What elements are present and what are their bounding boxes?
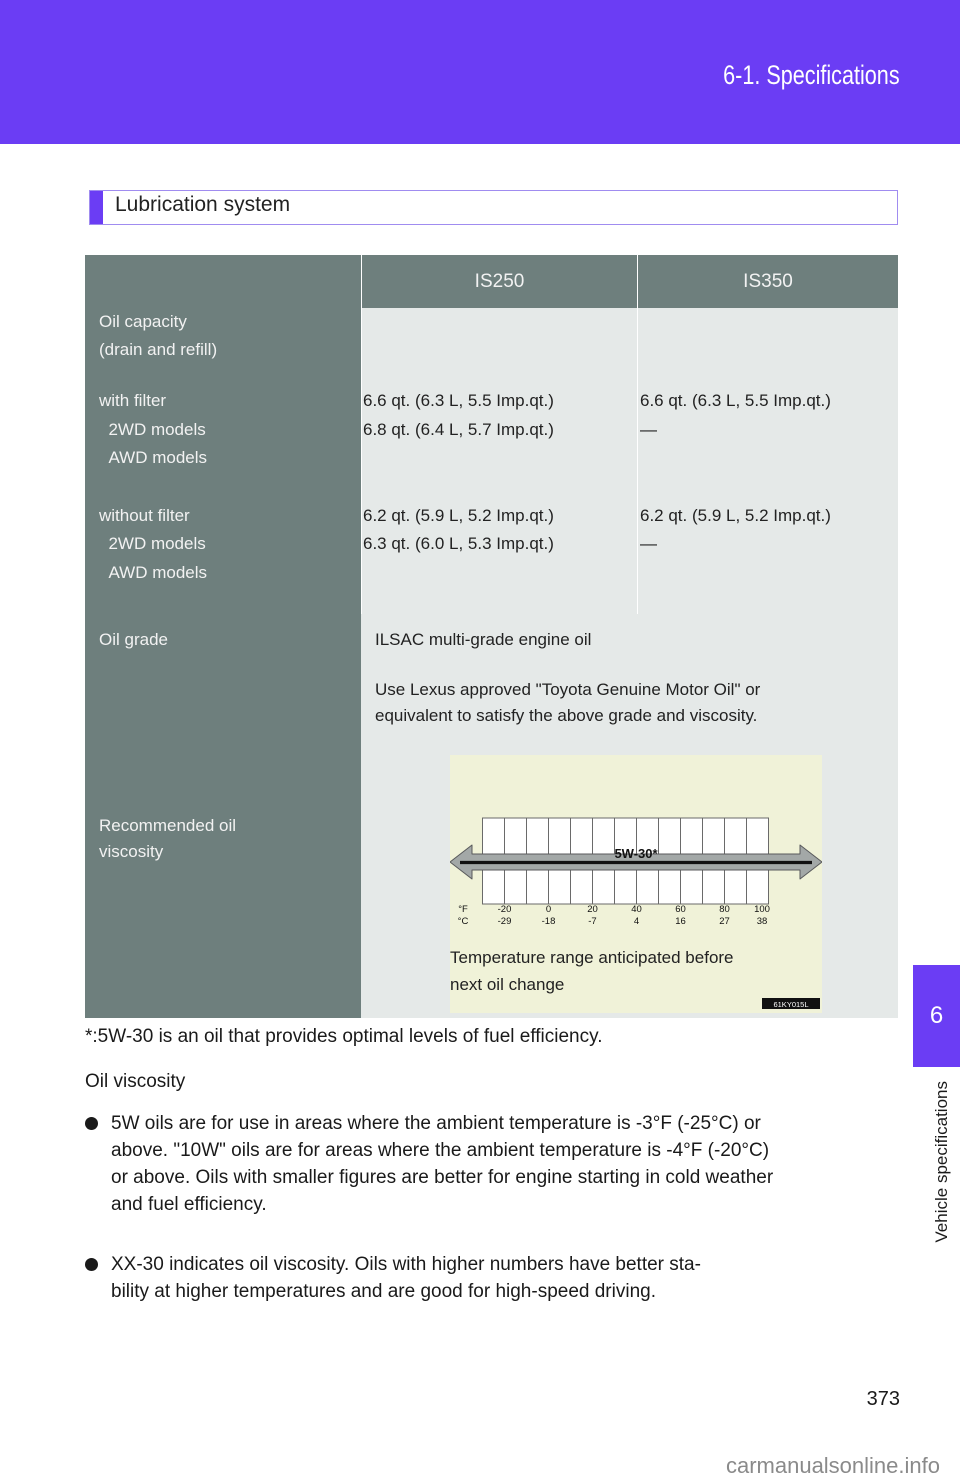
svg-text:38: 38 <box>757 916 768 927</box>
svg-text:61KY015L: 61KY015L <box>773 1000 808 1009</box>
svg-text:20: 20 <box>587 904 598 915</box>
svg-text:60: 60 <box>675 904 686 915</box>
svg-text:80: 80 <box>719 904 730 915</box>
svg-text:4: 4 <box>634 916 639 927</box>
svg-text:°C: °C <box>458 916 469 927</box>
svg-text:-20: -20 <box>498 904 512 915</box>
svg-text:100: 100 <box>754 904 770 915</box>
svg-text:5W-30*: 5W-30* <box>614 846 658 861</box>
svg-text:-18: -18 <box>542 916 556 927</box>
svg-text:0: 0 <box>546 904 551 915</box>
svg-text:40: 40 <box>631 904 642 915</box>
svg-text:16: 16 <box>675 916 686 927</box>
svg-text:-29: -29 <box>498 916 512 927</box>
svg-text:-7: -7 <box>588 916 596 927</box>
svg-text:°F: °F <box>458 904 468 915</box>
svg-text:27: 27 <box>719 916 730 927</box>
